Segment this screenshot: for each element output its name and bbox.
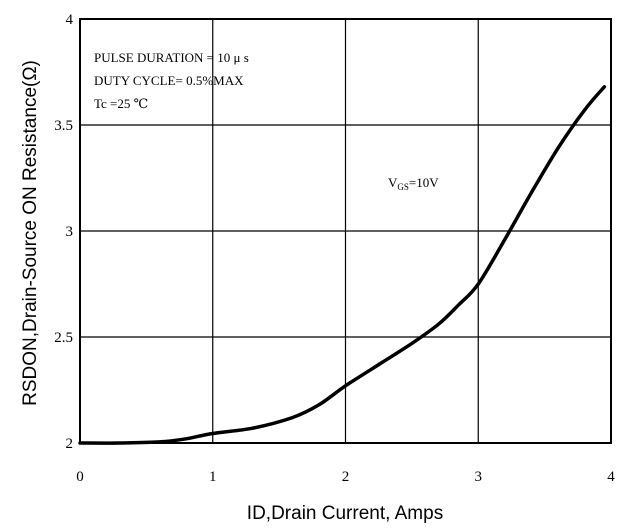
annotation-line-3: Tc =25 ℃ bbox=[94, 96, 148, 111]
x-tick-label: 2 bbox=[342, 469, 350, 485]
y-axis-label: RSDON,Drain-Source ON Resistance(Ω) bbox=[20, 60, 41, 406]
y-tick-label: 2 bbox=[66, 436, 74, 452]
annotation-line-1: PULSE DURATION = 10 μ s bbox=[94, 50, 249, 65]
y-tick-label: 3 bbox=[66, 224, 74, 240]
series-label: VGS=10V bbox=[388, 175, 439, 192]
annotation-line-2: DUTY CYCLE= 0.5%MAX bbox=[94, 73, 244, 88]
x-tick-label: 1 bbox=[209, 469, 217, 485]
series-label-suffix: =10V bbox=[409, 175, 439, 190]
series-label-sub: GS bbox=[397, 182, 409, 192]
x-tick-label: 4 bbox=[607, 469, 615, 485]
x-axis-label: ID,Drain Current, Amps bbox=[247, 503, 443, 524]
x-tick-label: 0 bbox=[76, 469, 84, 485]
y-tick-labels: 2 2.5 3 3.5 4 bbox=[54, 12, 73, 452]
series-line-vgs-10v bbox=[78, 85, 607, 445]
x-tick-label: 3 bbox=[475, 469, 483, 485]
y-tick-label: 4 bbox=[66, 12, 74, 28]
grid-lines bbox=[80, 19, 611, 443]
y-tick-label: 3.5 bbox=[54, 118, 73, 134]
series-label-main: V bbox=[388, 175, 398, 190]
x-tick-labels: 0 1 2 3 4 bbox=[76, 469, 615, 485]
y-tick-label: 2.5 bbox=[54, 330, 73, 346]
